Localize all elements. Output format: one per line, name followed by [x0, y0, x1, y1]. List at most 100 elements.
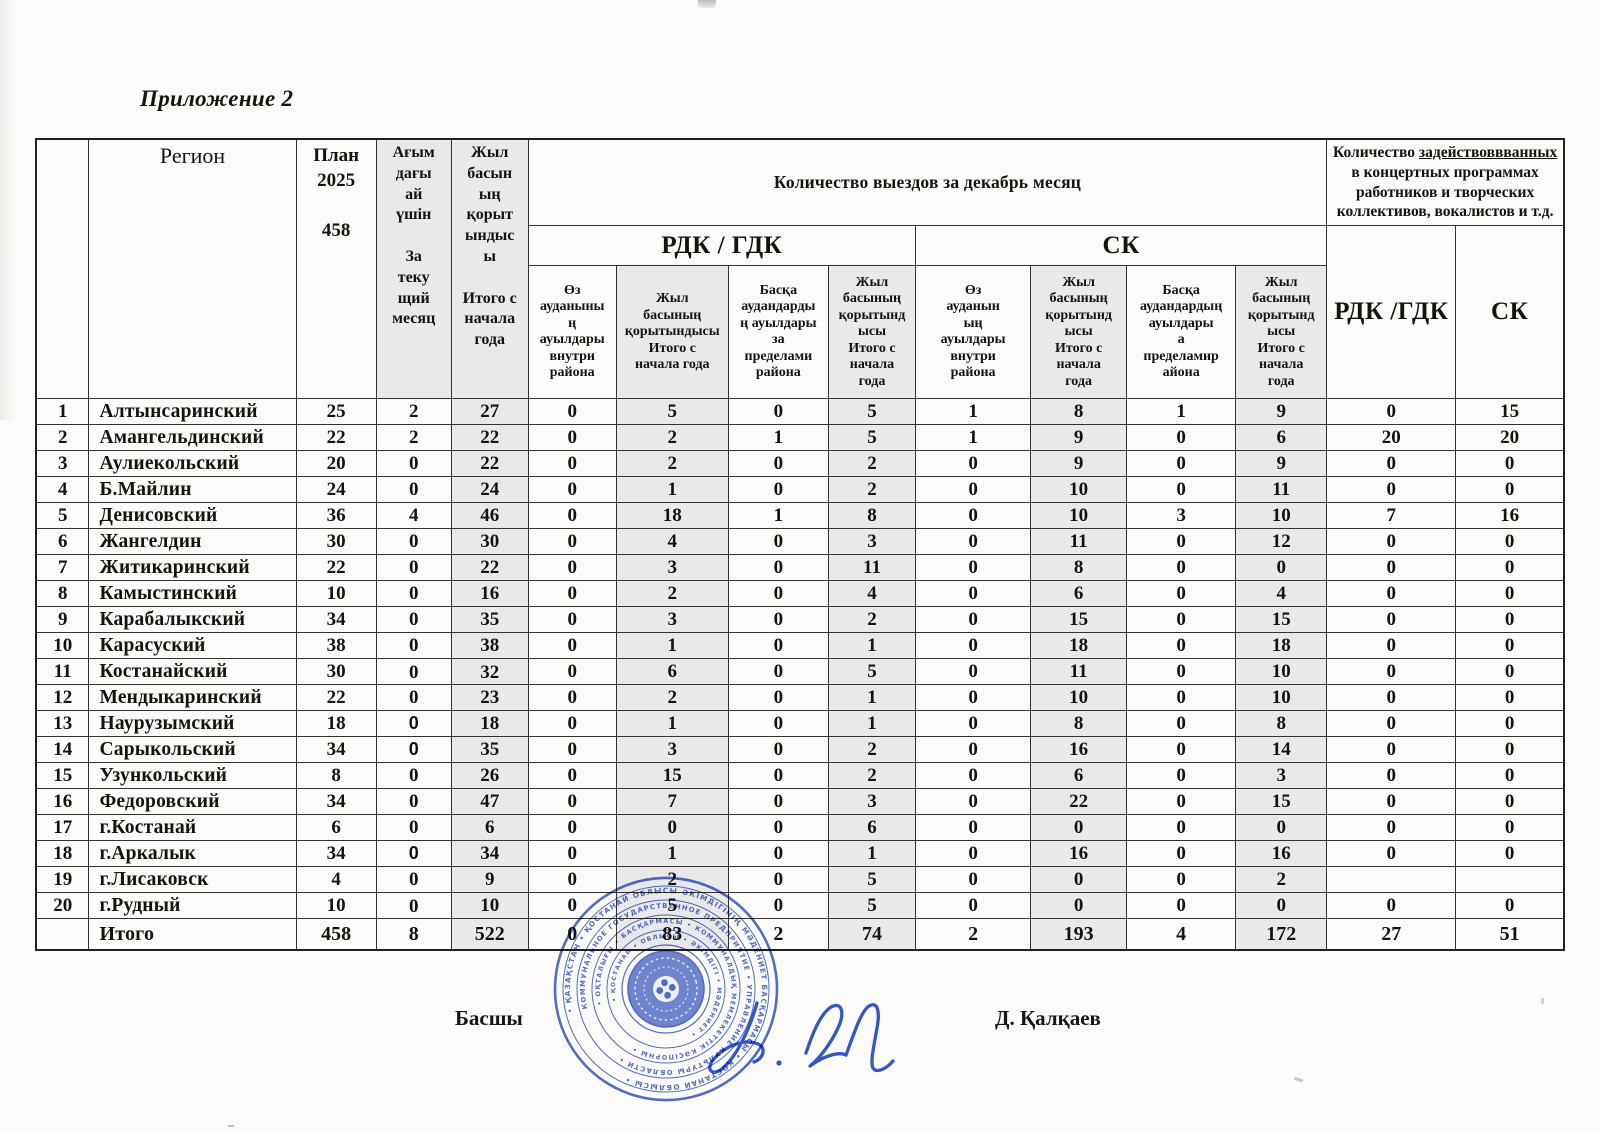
table-row-involved-sk: 0 — [1455, 892, 1565, 920]
table-row-involved-sk: 16 — [1455, 502, 1565, 530]
table-row-involved-sk: 0 — [1455, 840, 1565, 868]
table-row-rdk-other-villages: 0 — [727, 892, 829, 920]
table-row-year-total: 6 — [450, 814, 529, 842]
table-row-year-total: 27 — [450, 398, 529, 426]
table-row-rdk-year-total-2: 2 — [827, 450, 917, 478]
table-row-region: Мендыкаринский — [88, 684, 297, 712]
table-row-region: г.Рудный — [88, 892, 297, 920]
table-row: 7 Житикаринский 22 0 22 0 3 0 11 0 8 0 0 0 0 — [35, 554, 1565, 582]
table-row-sk-other-villages: 0 — [1126, 658, 1237, 686]
total-row-rdk-year-total-2: 74 — [827, 918, 917, 951]
table-row-rdk-year-total: 0 — [615, 814, 729, 842]
table-row-sk-year-total: 16 — [1030, 736, 1128, 764]
table-row-region: Сарыкольский — [88, 736, 297, 764]
table-row-sk-own-villages: 0 — [915, 528, 1032, 556]
table-row-involved-rdk-gdk: 0 — [1326, 554, 1457, 582]
table-row-region: г.Аркалык — [88, 840, 297, 868]
table-row-sk-other-villages: 0 — [1126, 476, 1237, 504]
table-row-region: Карабалыкский — [88, 606, 297, 634]
total-row-sk-year-total: 193 — [1030, 918, 1128, 951]
table-row-involved-sk: 0 — [1455, 684, 1565, 712]
table-row-rdk-other-villages: 0 — [727, 762, 829, 790]
table-row-sk-year-total: 11 — [1030, 658, 1128, 686]
table-row-involved-sk: 0 — [1455, 632, 1565, 660]
table-row-rdk-year-total: 1 — [615, 476, 729, 504]
table-row-sk-own-villages: 1 — [915, 424, 1032, 452]
scan-artifact — [1293, 1076, 1304, 1083]
table-row-involved-sk: 0 — [1455, 554, 1565, 582]
table-row-sk-own-villages: 0 — [915, 476, 1032, 504]
table-row-sk-year-total-2: 11 — [1235, 476, 1328, 504]
table-row-plan-2025: 18 — [295, 710, 377, 738]
table-row-rdk-year-total: 15 — [615, 762, 729, 790]
table-row-involved-rdk-gdk: 0 — [1326, 892, 1457, 920]
table-row-year-total: 35 — [450, 606, 529, 634]
table-row-involved-rdk-gdk: 20 — [1326, 424, 1457, 452]
table-row-sk-year-total-2: 0 — [1235, 892, 1328, 920]
table-row-region: Федоровский — [88, 788, 297, 816]
table-row-involved-rdk-gdk: 0 — [1326, 814, 1457, 842]
table-row-row-number: 10 — [35, 632, 90, 660]
table-row-sk-year-total: 11 — [1030, 528, 1128, 556]
table-row-rdk-year-total: 6 — [615, 658, 729, 686]
table-row-sk-year-total-2: 0 — [1235, 554, 1328, 582]
table-row-sk-own-villages: 0 — [915, 710, 1032, 738]
table-row-current-month: 0 — [375, 606, 452, 634]
table-row-sk-own-villages: 0 — [915, 788, 1032, 816]
table-row-sk-year-total-2: 16 — [1235, 840, 1328, 868]
table-row-sk-own-villages: 0 — [915, 554, 1032, 582]
table-row-row-number: 1 — [35, 398, 90, 426]
table-row-rdk-own-villages: 0 — [527, 658, 617, 686]
table-row-rdk-year-total-2: 8 — [827, 502, 917, 530]
table-row-region: Алтынсаринский — [88, 398, 297, 426]
table-row-rdk-year-total: 3 — [615, 606, 729, 634]
table-row-plan-2025: 22 — [295, 554, 377, 582]
table-row-plan-2025: 34 — [295, 736, 377, 764]
table-row-year-total: 22 — [450, 424, 529, 452]
table-row-rdk-other-villages: 0 — [727, 528, 829, 556]
total-row-plan-2025: 458 — [295, 918, 377, 951]
table-row-rdk-own-villages: 0 — [527, 554, 617, 582]
table-row-rdk-year-total: 18 — [615, 502, 729, 530]
table-row-involved-sk: 0 — [1455, 450, 1565, 478]
table-row-involved-rdk-gdk: 0 — [1326, 840, 1457, 868]
table-row-rdk-other-villages: 0 — [727, 580, 829, 608]
table-row-rdk-year-total-2: 5 — [827, 892, 917, 920]
table-row-rdk-other-villages: 0 — [727, 398, 829, 426]
involved-text-underlined: задействоввванных — [1418, 144, 1558, 161]
table-row: 4 Б.Майлин 24 0 24 0 1 0 2 0 10 0 11 0 0 — [35, 476, 1565, 504]
table-row: 19 г.Лисаковск 4 0 9 0 2 0 5 0 0 0 2 — [35, 866, 1565, 894]
table-row-involved-rdk-gdk: 0 — [1326, 762, 1457, 790]
table-row-sk-year-total: 8 — [1030, 554, 1128, 582]
table-row-sk-year-total: 22 — [1030, 788, 1128, 816]
table-row-rdk-year-total: 2 — [615, 450, 729, 478]
table-row-sk-year-total: 10 — [1030, 684, 1128, 712]
table-row-current-month: 0 — [375, 710, 452, 738]
table-row-region: Б.Майлин — [88, 476, 297, 504]
table-row-rdk-other-villages: 1 — [727, 502, 829, 530]
table-row-row-number: 9 — [35, 606, 90, 634]
scan-artifact — [228, 1122, 234, 1127]
table-row: 9 Карабалыкский 34 0 35 0 3 0 2 0 15 0 15 0 0 — [35, 606, 1565, 634]
table-row-rdk-own-villages: 0 — [527, 502, 617, 530]
table-row-sk-year-total-2: 14 — [1235, 736, 1328, 764]
table-row-sk-other-villages: 0 — [1126, 450, 1237, 478]
table-row-sk-year-total: 8 — [1030, 710, 1128, 738]
table-row-involved-rdk-gdk: 0 — [1326, 710, 1457, 738]
total-row-sk-year-total-2: 172 — [1235, 918, 1328, 951]
table-row-plan-2025: 8 — [295, 762, 377, 790]
table-row-row-number: 12 — [35, 684, 90, 712]
table-row-sk-own-villages: 0 — [915, 502, 1032, 530]
table-row-rdk-other-villages: 1 — [727, 424, 829, 452]
table-row-sk-other-villages: 0 — [1126, 814, 1237, 842]
total-row-row-number — [35, 918, 90, 951]
table-row-rdk-own-villages: 0 — [527, 762, 617, 790]
table-row-rdk-other-villages: 0 — [727, 606, 829, 634]
table-row-plan-2025: 30 — [295, 528, 377, 556]
subheader-sk-own-villages: Өз ауданын ың ауылдары внутри района — [915, 265, 1032, 400]
table-row-sk-own-villages: 0 — [915, 892, 1032, 920]
table-row: 20 г.Рудный 10 0 10 0 5 0 5 0 0 0 0 0 0 — [35, 892, 1565, 920]
table-row-sk-own-villages: 0 — [915, 814, 1032, 842]
table-row-row-number: 5 — [35, 502, 90, 530]
table-row: 8 Камыстинский 10 0 16 0 2 0 4 0 6 0 4 0 0 — [35, 580, 1565, 608]
